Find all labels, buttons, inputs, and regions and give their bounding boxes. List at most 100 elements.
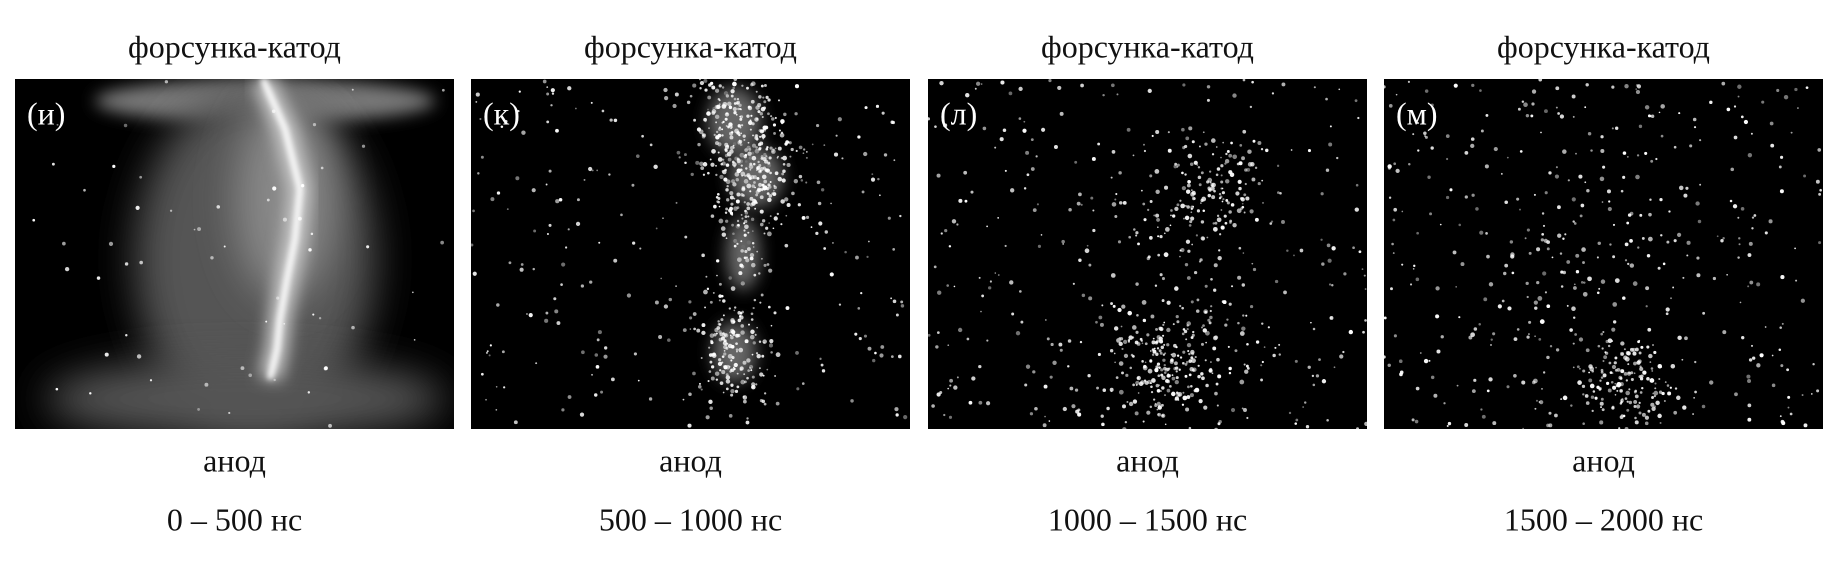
speckle [1649,361,1652,363]
speckle [701,323,706,328]
speckle [1299,248,1304,253]
speckle [719,332,724,337]
speckle [727,101,732,107]
speckle [744,224,749,230]
speckle [1780,275,1785,280]
speckle [742,360,747,365]
speckle [1681,358,1684,361]
speckle [1150,385,1153,389]
speckle [1190,189,1193,192]
speckle [1747,285,1750,288]
speckle [1188,224,1192,227]
speckle [717,142,722,147]
speckle [1189,393,1194,398]
speckle [1407,80,1411,83]
speckle [517,109,520,113]
speckle [1170,209,1173,212]
speckle [754,117,759,122]
speckle [743,373,746,376]
speckle [743,138,746,141]
speckle [738,347,744,353]
speckle [1023,120,1026,123]
speckle [1215,146,1218,148]
speckle [1607,206,1612,212]
speckle [1257,141,1262,145]
speckle [1179,356,1183,359]
speckle [526,313,528,315]
speckle [794,112,798,116]
speckle [1801,394,1804,397]
speckle [1257,181,1261,186]
speckle [1090,196,1094,200]
speckle [1430,375,1435,380]
speckle [1485,232,1488,235]
caption-bottom: анод [1116,442,1179,478]
speckle [164,80,169,84]
speckle [1686,240,1691,245]
speckle [837,117,842,122]
speckle [662,217,664,219]
speckle [1615,126,1619,130]
speckle [1694,390,1697,394]
speckle [1562,395,1568,401]
speckle [1130,353,1134,357]
speckle [486,350,489,353]
speckle [1192,205,1195,208]
speckle [1622,296,1626,300]
speckle [136,354,142,359]
speckle [1445,134,1450,138]
speckle [1642,370,1647,375]
speckle [1676,232,1682,237]
speckle [1197,374,1201,379]
speckle [1433,393,1438,398]
speckle [760,187,763,191]
speckle [1601,408,1605,412]
speckle [1355,183,1359,187]
speckle [1135,380,1140,386]
speckle [771,117,775,121]
speckle [1177,399,1180,401]
speckle [1214,221,1218,225]
speckle [1393,207,1398,212]
speckle [760,155,764,158]
speckle [1173,164,1178,169]
speckle [887,216,891,220]
speckle [702,162,708,167]
speckle [1504,200,1509,205]
speckle [1213,263,1218,268]
speckle [688,300,692,304]
speckle [1651,343,1655,347]
speckle [1471,193,1475,197]
speckle [982,126,987,131]
speckle [1600,279,1606,284]
speckle [732,162,737,167]
speckle [768,305,771,309]
caption-bottom: анод [1572,442,1635,478]
speckle [866,255,869,258]
speckle [697,384,702,389]
speckle [601,109,605,113]
speckle [1122,200,1127,205]
speckle [699,79,701,81]
speckle [777,155,779,158]
speckle [1693,396,1695,399]
speckle [1596,256,1599,259]
speckle [770,115,773,118]
speckle [1674,387,1678,390]
speckle [953,385,958,390]
speckle [1116,93,1119,96]
speckle [312,313,315,316]
speckle [1484,164,1489,169]
speckle [975,81,981,86]
speckle [774,171,779,176]
speckle [1176,354,1180,357]
speckle [1117,240,1122,244]
speckle [1263,346,1266,348]
speckle [777,146,782,151]
speckle [1113,352,1116,355]
speckle [1629,211,1634,216]
speckle [816,180,821,185]
speckle [829,272,834,277]
speckle [1608,200,1611,203]
speckle [764,168,769,172]
